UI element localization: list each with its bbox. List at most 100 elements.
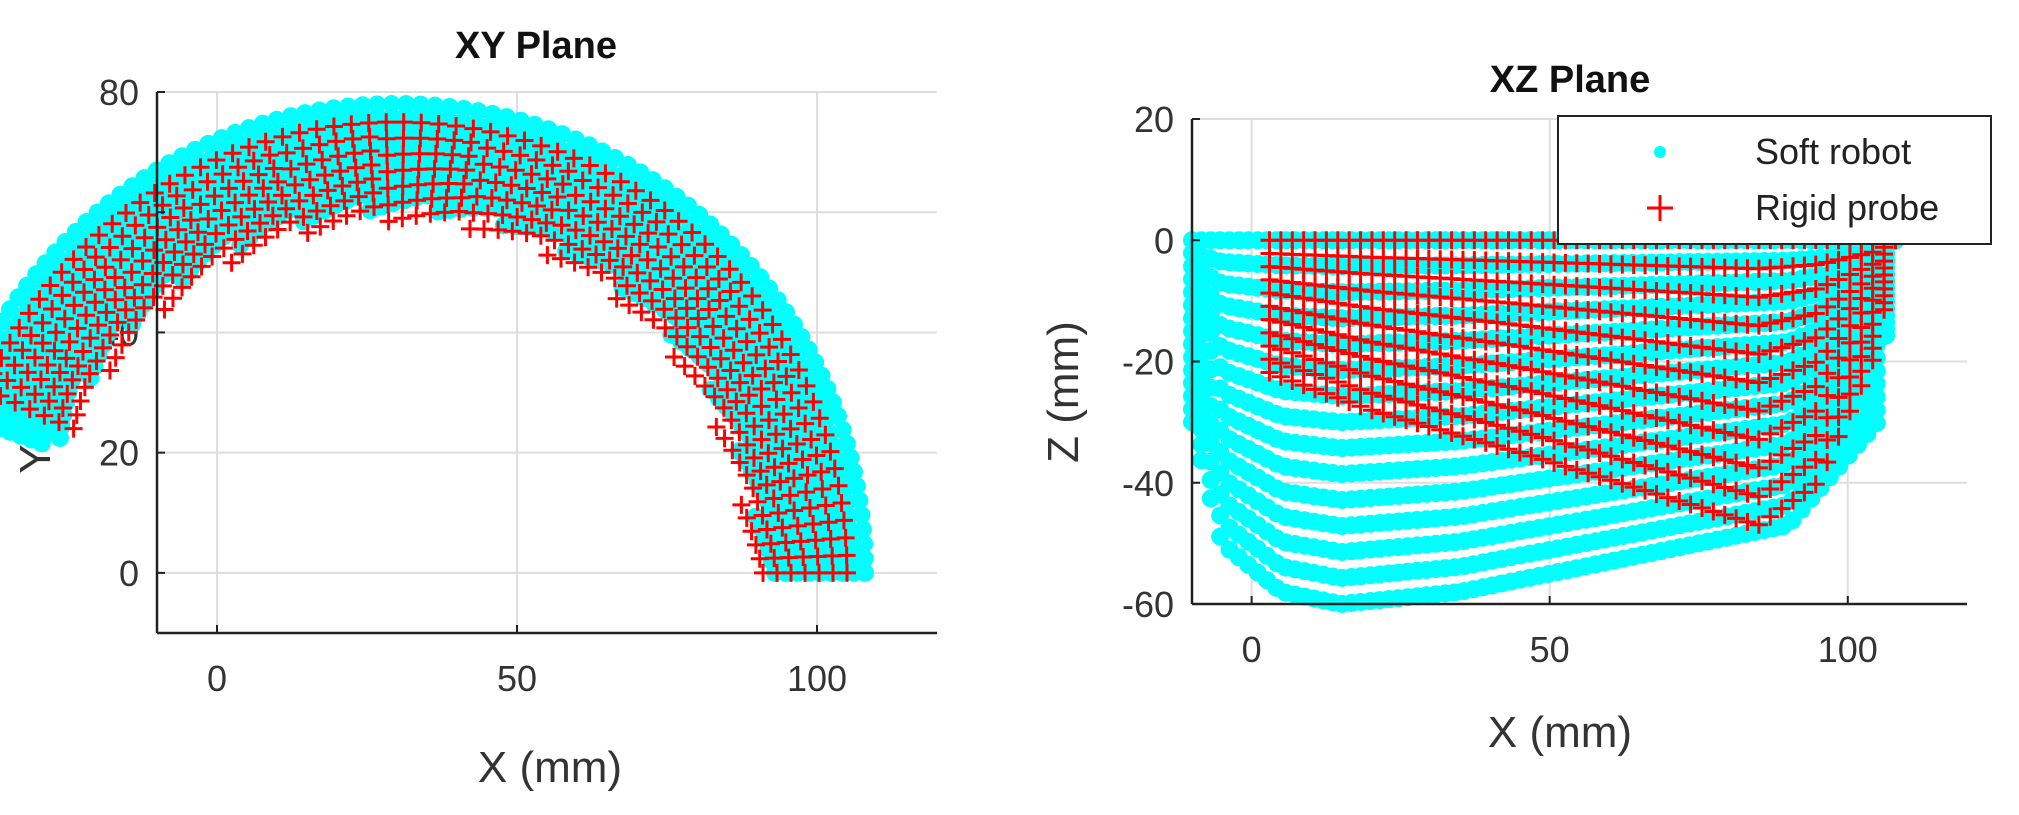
xy-rigid-probe-point [689, 309, 708, 328]
xz-rigid-probe-point [1362, 350, 1381, 369]
xy-soft-robot-point [497, 108, 516, 127]
xz-rigid-probe-point [1579, 371, 1598, 390]
xy-rigid-probe-point [281, 213, 300, 232]
xz-chart-title: XZ Plane [1490, 59, 1651, 101]
xy-rigid-probe-point [173, 278, 192, 297]
xy-rigid-probe-point [517, 224, 536, 243]
xz-rigid-probe-point [1465, 370, 1484, 389]
xz-rigid-probe-point [1556, 457, 1575, 476]
xy-soft-robot-point [397, 95, 416, 114]
xz-rigid-probe-point [1510, 401, 1529, 419]
xy-rigid-probe-point [724, 341, 743, 360]
xz-rigid-probe-point [1362, 316, 1381, 335]
xz-rigid-probe-point [1749, 401, 1768, 420]
xz-rigid-probe-point [1431, 363, 1450, 382]
xy-rigid-probe-point [780, 486, 799, 505]
xy-rigid-probe-point [515, 131, 534, 150]
xy-rigid-probe-point [753, 301, 772, 320]
xy-rigid-probe-point [173, 255, 192, 274]
xy-rigid-probe-point [86, 293, 105, 312]
xz-rigid-probe-point [1749, 458, 1768, 477]
xz-rigid-probe-point [1749, 487, 1768, 506]
xy-rigid-probe-point [85, 270, 104, 289]
xz-rigid-probe-point [1385, 407, 1404, 426]
xy-rigid-probe-point [161, 208, 180, 227]
xy-rigid-probe-point [454, 174, 473, 193]
xy-rigid-probe-point [31, 370, 50, 389]
xz-rigid-probe-point [1567, 414, 1586, 433]
xz-rigid-probe-point [1476, 352, 1495, 371]
xy-rigid-probe-point [596, 164, 615, 183]
xy-rigid-probe-point [743, 287, 762, 306]
xy-rigid-probe-point [836, 528, 855, 547]
xz-rigid-probe-point [1670, 465, 1689, 484]
xz-rigid-probe-point [1795, 357, 1814, 376]
xy-rigid-probe-point [665, 347, 684, 366]
xy-rigid-probe-point [181, 211, 200, 230]
xz-rigid-probe-point [1670, 413, 1689, 432]
xy-rigid-probe-point [548, 188, 567, 207]
xz-rigid-probe-point [1829, 290, 1848, 309]
xy-rigid-probe-point [580, 156, 599, 175]
xy-rigid-probe-point [618, 194, 637, 213]
xz-rigid-probe-point [1590, 444, 1609, 463]
xy-rigid-probe-point [21, 326, 40, 345]
xy-rigid-probe-point [457, 161, 476, 180]
xz-rigid-probe-point [1567, 346, 1586, 365]
xy-rigid-probe-point [655, 201, 674, 220]
xz-rigid-probe-point [1670, 387, 1689, 406]
xz-rigid-probe-point [1579, 417, 1598, 436]
xy-rigid-probe-point [298, 223, 317, 242]
xy-rigid-probe-point [10, 318, 29, 337]
xy-rigid-probe-point [33, 334, 52, 353]
xy-rigid-probe-point [49, 413, 68, 432]
xz-rigid-probe-point [1692, 365, 1711, 384]
xy-rigid-probe-point [701, 338, 720, 357]
xy-rigid-probe-point [522, 165, 541, 184]
xy-rigid-probe-point [131, 193, 150, 212]
xz-rigid-probe-point [1624, 453, 1643, 472]
xy-rigid-probe-point [256, 132, 275, 151]
xy-rigid-probe-point [527, 197, 546, 216]
xy-rigid-probe-point [781, 345, 800, 364]
xz-rigid-probe-point [1613, 377, 1632, 396]
xz-rigid-probe-point [1397, 393, 1416, 412]
xy-rigid-probe-point [331, 162, 350, 181]
xy-rigid-probe-point [77, 238, 96, 257]
xy-rigid-probe-point [232, 207, 251, 226]
xy-rigid-probe-point [785, 501, 804, 520]
xy-rigid-probe-point [335, 191, 354, 210]
xz-rigid-probe-point [1658, 359, 1677, 378]
xz-rigid-probe-point [1442, 385, 1461, 404]
xy-rigid-probe-point [135, 228, 154, 247]
xy-rigid-probe-point [494, 142, 513, 161]
xy-rigid-probe-point [819, 513, 838, 532]
xy-rigid-probe-point [760, 338, 779, 357]
xz-rigid-probe-point [1624, 379, 1643, 398]
xy-rigid-probe-point [207, 224, 226, 243]
xz-rigid-probe-point [1545, 387, 1564, 406]
xy-rigid-probe-point [596, 199, 615, 218]
xy-rigid-probe-point [764, 373, 783, 392]
xz-rigid-probe-point [1328, 373, 1347, 392]
xy-rigid-probe-point [244, 236, 263, 255]
xy-rigid-probe-point [337, 206, 356, 225]
xy-rigid-probe-point [665, 289, 684, 308]
xy-rigid-probe-point [506, 161, 525, 180]
xz-rigid-probe-point [1658, 437, 1677, 456]
xy-rigid-probe-point [377, 129, 396, 148]
xy-soft-robot-point [856, 563, 874, 582]
xy-rigid-probe-point [804, 392, 823, 411]
xz-rigid-probe-point [1510, 358, 1529, 377]
xz-rigid-probe-point [1442, 327, 1461, 346]
xy-rigid-probe-point [47, 323, 66, 342]
xy-rigid-probe-point [196, 235, 215, 254]
xy-soft-robot-point [829, 406, 848, 425]
xy-soft-robot-point [853, 520, 872, 539]
xz-rigid-probe-point [1636, 431, 1655, 450]
xy-rigid-probe-point [234, 172, 253, 191]
xz-rigid-probe-point [1840, 368, 1859, 387]
xy-rigid-probe-point [709, 270, 728, 289]
xy-rigid-probe-point [307, 202, 326, 221]
xy-rigid-probe-point [256, 228, 275, 247]
